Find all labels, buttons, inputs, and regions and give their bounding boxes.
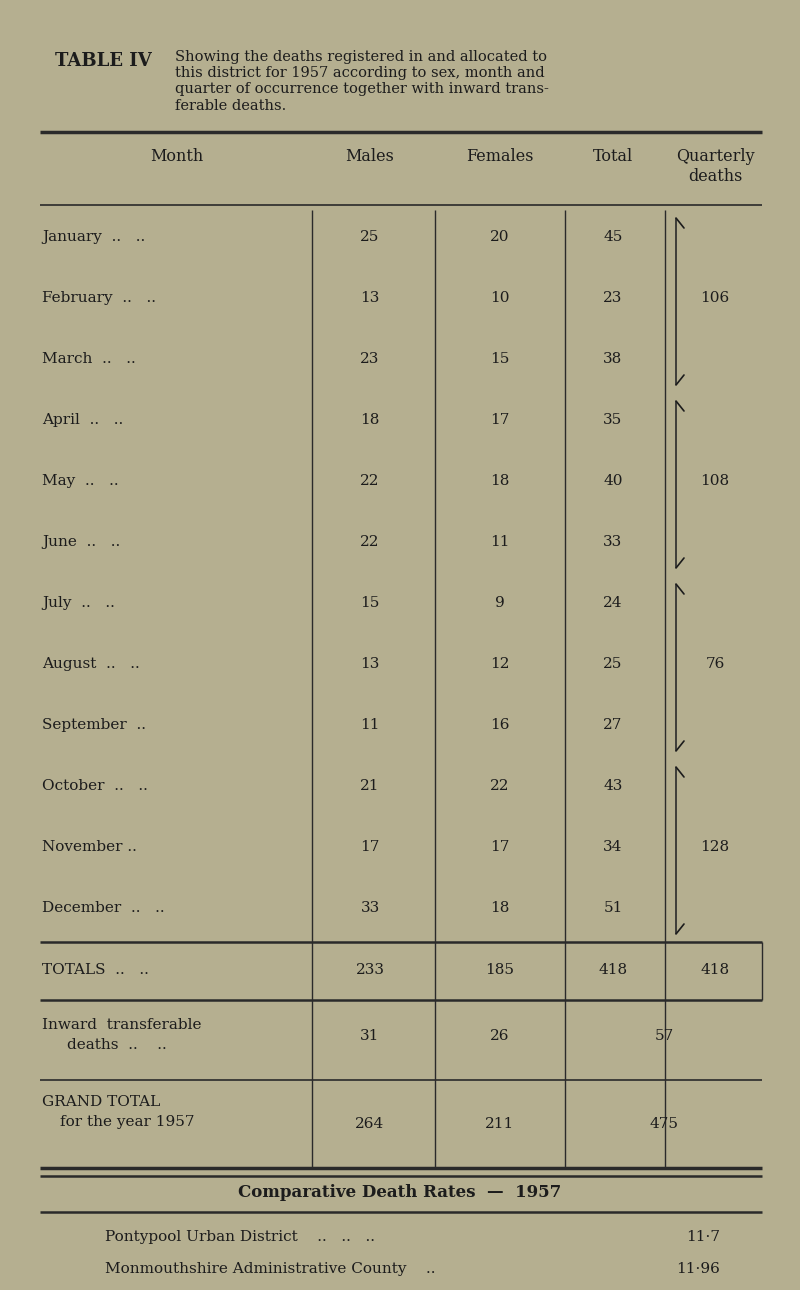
Text: November ..: November .. xyxy=(42,841,137,854)
Text: 33: 33 xyxy=(360,902,380,916)
Text: 35: 35 xyxy=(603,414,622,427)
Text: Quarterly: Quarterly xyxy=(676,148,754,165)
Text: 20: 20 xyxy=(490,231,510,244)
Text: for the year 1957: for the year 1957 xyxy=(60,1115,194,1129)
Text: January  ..   ..: January .. .. xyxy=(42,231,146,244)
Text: 26: 26 xyxy=(490,1029,510,1044)
Text: 22: 22 xyxy=(490,779,510,793)
Text: 9: 9 xyxy=(495,596,505,610)
Text: deaths  ..    ..: deaths .. .. xyxy=(67,1038,166,1053)
Text: Monmouthshire Administrative County    ..: Monmouthshire Administrative County .. xyxy=(105,1262,435,1276)
Text: 25: 25 xyxy=(360,231,380,244)
Text: Males: Males xyxy=(346,148,394,165)
Text: 22: 22 xyxy=(360,535,380,550)
Text: 264: 264 xyxy=(355,1117,385,1131)
Text: 11·96: 11·96 xyxy=(676,1262,720,1276)
Text: Inward  transferable: Inward transferable xyxy=(42,1018,202,1032)
Text: 33: 33 xyxy=(603,535,622,550)
Text: October  ..   ..: October .. .. xyxy=(42,779,148,793)
Text: 18: 18 xyxy=(490,475,510,489)
Text: 27: 27 xyxy=(603,719,622,733)
Text: 22: 22 xyxy=(360,475,380,489)
Text: 418: 418 xyxy=(598,962,627,977)
Text: 10: 10 xyxy=(490,292,510,306)
Text: 13: 13 xyxy=(360,292,380,306)
Text: 211: 211 xyxy=(486,1117,514,1131)
Text: 23: 23 xyxy=(603,292,622,306)
Text: 45: 45 xyxy=(603,231,622,244)
Text: 57: 57 xyxy=(654,1029,674,1044)
Text: 38: 38 xyxy=(603,352,622,366)
Text: June  ..   ..: June .. .. xyxy=(42,535,120,550)
Text: 24: 24 xyxy=(603,596,622,610)
Text: 11: 11 xyxy=(490,535,510,550)
Text: 43: 43 xyxy=(603,779,622,793)
Text: 475: 475 xyxy=(650,1117,678,1131)
Text: TABLE IV: TABLE IV xyxy=(55,52,152,70)
Text: 21: 21 xyxy=(360,779,380,793)
Text: Month: Month xyxy=(150,148,204,165)
Text: 418: 418 xyxy=(701,962,730,977)
Text: 25: 25 xyxy=(603,658,622,672)
Text: 233: 233 xyxy=(355,962,385,977)
Text: Pontypool Urban District    ..   ..   ..: Pontypool Urban District .. .. .. xyxy=(105,1229,375,1244)
Text: 15: 15 xyxy=(490,352,510,366)
Text: TOTALS  ..   ..: TOTALS .. .. xyxy=(42,962,149,977)
Text: September  ..: September .. xyxy=(42,719,146,733)
Text: Comparative Death Rates  —  1957: Comparative Death Rates — 1957 xyxy=(238,1184,562,1201)
Text: 17: 17 xyxy=(360,841,380,854)
Text: 31: 31 xyxy=(360,1029,380,1044)
Text: March  ..   ..: March .. .. xyxy=(42,352,136,366)
Text: February  ..   ..: February .. .. xyxy=(42,292,156,306)
Text: 76: 76 xyxy=(706,658,725,672)
Text: July  ..   ..: July .. .. xyxy=(42,596,115,610)
Text: 11: 11 xyxy=(360,719,380,733)
Text: 51: 51 xyxy=(603,902,622,916)
Text: 11·7: 11·7 xyxy=(686,1229,720,1244)
Text: 108: 108 xyxy=(701,475,730,489)
Text: 12: 12 xyxy=(490,658,510,672)
Text: GRAND TOTAL: GRAND TOTAL xyxy=(42,1095,160,1109)
Text: 40: 40 xyxy=(603,475,622,489)
Text: Females: Females xyxy=(466,148,534,165)
Text: 13: 13 xyxy=(360,658,380,672)
Text: 17: 17 xyxy=(490,414,510,427)
Text: December  ..   ..: December .. .. xyxy=(42,902,165,916)
Text: August  ..   ..: August .. .. xyxy=(42,658,140,672)
Text: 185: 185 xyxy=(486,962,514,977)
Text: 34: 34 xyxy=(603,841,622,854)
Text: 128: 128 xyxy=(701,841,730,854)
Text: deaths: deaths xyxy=(688,168,742,184)
Text: Showing the deaths registered in and allocated to
this district for 1957 accordi: Showing the deaths registered in and all… xyxy=(175,50,549,112)
Text: 15: 15 xyxy=(360,596,380,610)
Text: 23: 23 xyxy=(360,352,380,366)
Text: 17: 17 xyxy=(490,841,510,854)
Text: 106: 106 xyxy=(700,292,730,306)
Text: May  ..   ..: May .. .. xyxy=(42,475,118,489)
Text: April  ..   ..: April .. .. xyxy=(42,414,123,427)
Text: Total: Total xyxy=(593,148,633,165)
Text: 18: 18 xyxy=(360,414,380,427)
Text: 18: 18 xyxy=(490,902,510,916)
Text: 16: 16 xyxy=(490,719,510,733)
